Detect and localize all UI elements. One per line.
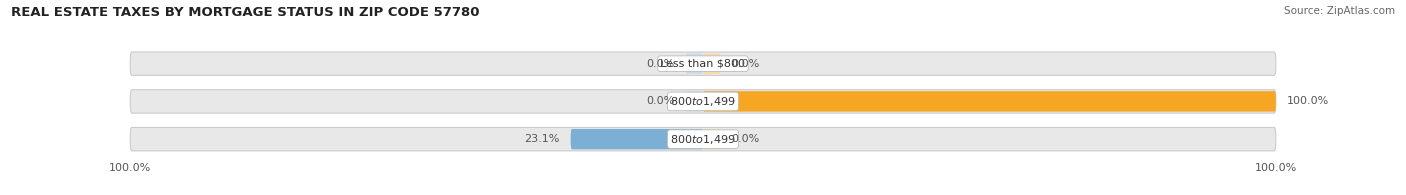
FancyBboxPatch shape [703,129,720,149]
Text: 0.0%: 0.0% [647,96,675,106]
Text: REAL ESTATE TAXES BY MORTGAGE STATUS IN ZIP CODE 57780: REAL ESTATE TAXES BY MORTGAGE STATUS IN … [11,6,479,19]
Text: 23.1%: 23.1% [524,134,560,144]
Text: 0.0%: 0.0% [647,59,675,69]
Text: $800 to $1,499: $800 to $1,499 [671,133,735,146]
Text: $800 to $1,499: $800 to $1,499 [671,95,735,108]
FancyBboxPatch shape [686,53,703,74]
FancyBboxPatch shape [686,91,703,112]
Text: 0.0%: 0.0% [731,134,759,144]
FancyBboxPatch shape [131,52,1275,75]
FancyBboxPatch shape [703,91,1275,112]
FancyBboxPatch shape [131,128,1275,151]
FancyBboxPatch shape [703,53,720,74]
Text: 0.0%: 0.0% [731,59,759,69]
Text: Source: ZipAtlas.com: Source: ZipAtlas.com [1284,6,1395,16]
FancyBboxPatch shape [571,129,703,149]
FancyBboxPatch shape [131,90,1275,113]
Text: 100.0%: 100.0% [1288,96,1330,106]
Text: Less than $800: Less than $800 [661,59,745,69]
